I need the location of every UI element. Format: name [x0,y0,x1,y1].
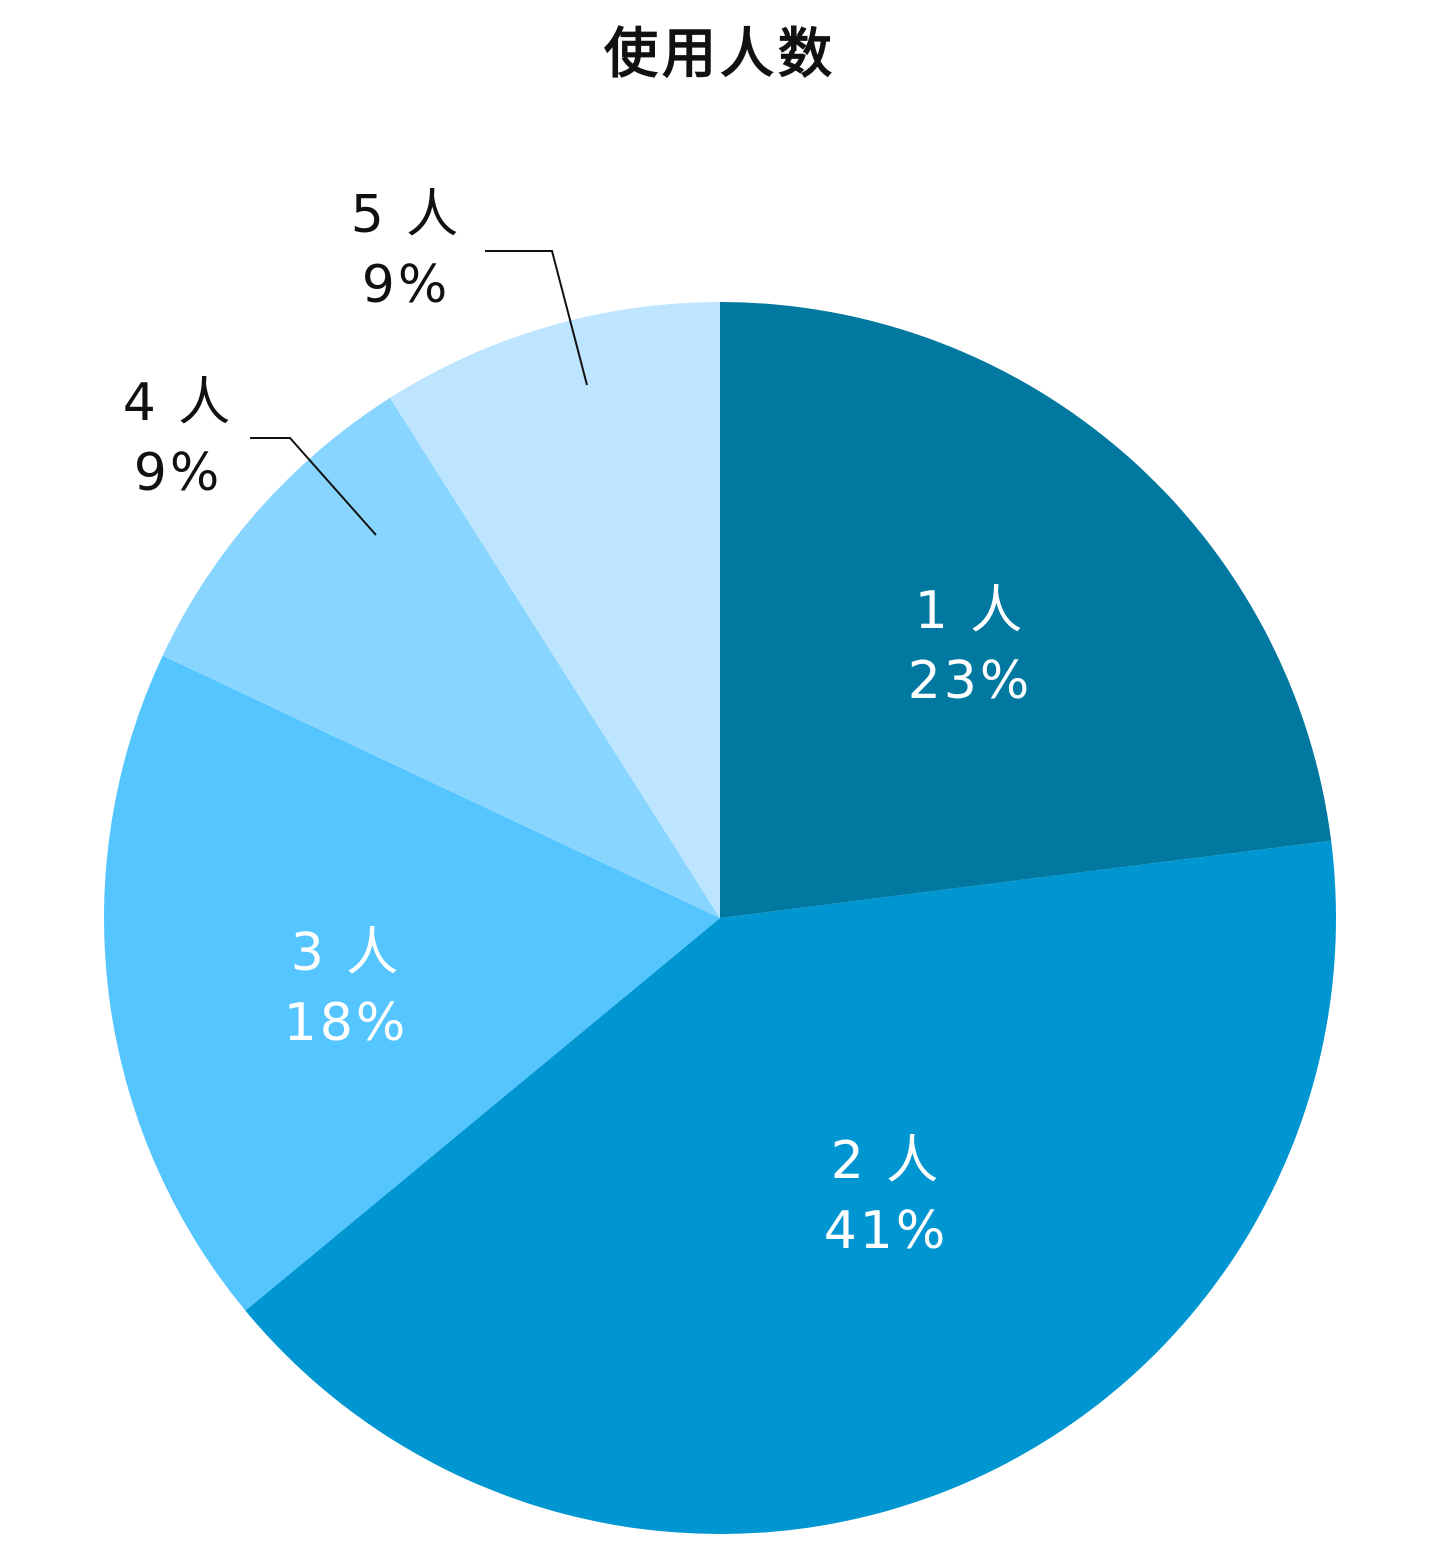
slice-label-1: 1 人 [915,581,1026,641]
leader-line-5 [485,250,588,386]
pie-slice-2 [245,840,1336,1534]
pie-slice-4 [162,397,720,918]
slice-value-label-2: 41% [824,1201,949,1261]
slice-value-label-4: 9% [134,443,223,503]
pie-slice-5 [389,302,720,918]
slice-label-3: 3 人 [291,923,402,983]
pie-slice-3 [104,655,721,1311]
slice-value-label-3: 18% [284,993,409,1053]
slice-label-2: 2 人 [831,1131,942,1191]
leader-lines [250,250,588,536]
slice-value-label-1: 23% [908,651,1033,711]
slice-labels: 1 人 23% 2 人 41% 3 人 18% 4 人 9% 5 人 9% [123,185,1033,1261]
slices-layer [104,302,1336,1534]
slice-label-4: 4 人 [123,373,234,433]
chart-title: 使用人数 [604,22,836,85]
leader-line-4 [250,437,377,536]
slice-label-5: 5 人 [351,185,462,245]
pie-slice-1 [720,302,1332,918]
slice-value-label-5: 9% [362,255,451,315]
